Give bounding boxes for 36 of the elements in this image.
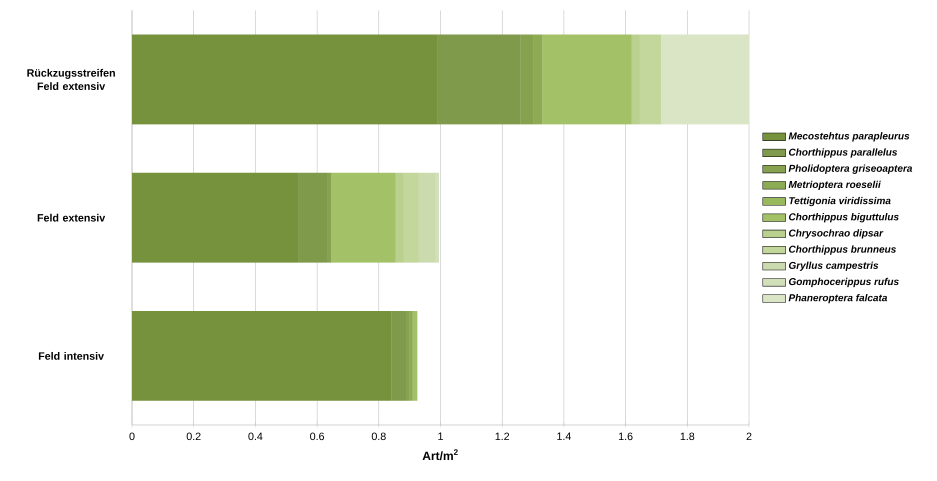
x-tick-label: 1.8 (680, 432, 694, 440)
x-axis-title: Art/m$^{2}$ (422, 449, 458, 460)
x-tick-label: 0.4 (248, 432, 263, 440)
legend-label: Metrioptera roeselii (788, 180, 881, 190)
x-tick-label: 1.2 (496, 432, 510, 440)
legend-label: Chorthippus brunneus (788, 245, 896, 255)
y-tick-label: Feld intensiv (38, 352, 104, 360)
legend-label: Mecostehtus parapleurus (788, 132, 910, 142)
x-tick-label: 0.8 (372, 432, 386, 440)
bar (418, 172, 436, 263)
bar (412, 310, 418, 401)
legend-label: Phaneroptera falcata (788, 294, 888, 304)
x-tick-label: 0.6 (310, 432, 324, 440)
bar (542, 34, 632, 124)
legend-label: Chrysochrao dipsar (788, 229, 884, 239)
legend-label: Chorthippus parallelus (788, 148, 898, 158)
x-tick-label: 0 (129, 432, 135, 440)
bar (132, 310, 392, 401)
legend-label: Pholidoptera griseoaptera (788, 164, 912, 174)
legend-label: Chorthippus biguttulus (788, 213, 899, 222)
y-tick-label: Feld extensiv (38, 214, 106, 222)
x-tick-label: 2 (746, 432, 752, 440)
y-tick-label: Rückzugsstreifen Feld extensiv (27, 68, 115, 90)
legend-label: Gryllus campestris (788, 262, 878, 271)
legend-label: Tettigonia viridissima (789, 196, 891, 206)
legend-label: Gomphocerippus rufus (788, 278, 899, 288)
x-tick-label: 0.2 (186, 432, 201, 440)
x-tick-label: 1 (438, 432, 443, 440)
bar (391, 310, 407, 401)
x-tick-label: 1.4 (557, 432, 572, 440)
bar (132, 34, 438, 124)
x-tick-label: 1.6 (619, 432, 633, 440)
bar (132, 172, 299, 263)
bar (298, 172, 328, 263)
bar (661, 34, 750, 124)
bar (330, 172, 396, 263)
